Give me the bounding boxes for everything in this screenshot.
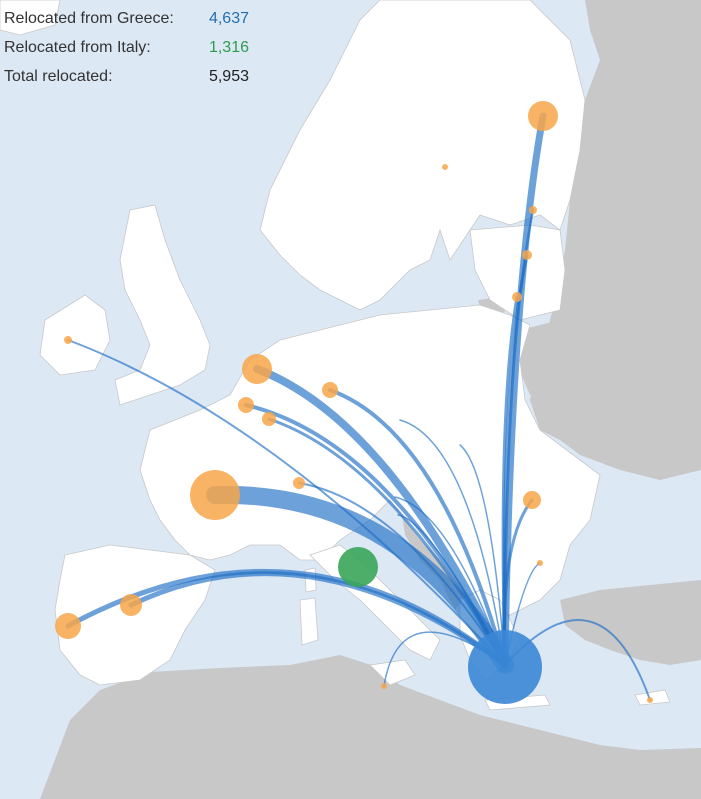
bubble-portugal[interactable] [55,613,81,639]
bubble-netherlands[interactable] [242,354,272,384]
sicily [369,659,416,686]
bubble-germany[interactable] [322,382,338,398]
sardinia [299,597,319,646]
italy-value: 1,316 [208,39,249,56]
greece-value: 4,637 [208,10,249,27]
flow-croatia [394,496,506,666]
norway-patch [665,0,701,30]
bubble-finland[interactable] [528,101,558,131]
bubble-france[interactable] [190,470,240,520]
flow-germany [328,388,507,667]
flow-spain [128,571,508,668]
bubble-estonia[interactable] [529,206,537,214]
bubble-malta[interactable] [381,683,387,689]
legend: Relocated from Greece: 4,637 Relocated f… [4,4,249,91]
flow-lithuania [501,295,519,667]
bubble-ireland[interactable] [64,336,72,344]
legend-row-italy: Relocated from Italy: 1,316 [4,33,249,62]
legend-row-total: Total relocated: 5,953 [4,62,249,91]
bubble-bulgaria[interactable] [537,560,543,566]
flow-czech [399,419,506,666]
greece-hub-bubble[interactable] [468,630,542,704]
flow-netherlands [253,365,509,669]
flow-luxembourg [267,417,507,667]
bubble-romania[interactable] [523,491,541,509]
baltics [469,224,566,321]
iceland-edge [0,0,61,36]
bubble-latvia[interactable] [522,250,532,260]
total-value: 5,953 [208,68,249,85]
legend-row-greece: Relocated from Greece: 4,637 [4,4,249,33]
bubble-cyprus[interactable] [647,697,653,703]
bubble-belgium[interactable] [238,397,254,413]
bubble-lithuania[interactable] [512,292,522,302]
bubble-sweden[interactable] [442,164,448,170]
flow-lines [65,112,651,701]
italy-label: Relocated from Italy: [4,39,151,56]
bubble-spain[interactable] [120,594,142,616]
africa-land [40,655,701,799]
greece-label: Relocated from Greece: [4,10,174,27]
flow-slovakia [459,444,506,666]
total-label: Total relocated: [4,68,113,85]
italy-hub-bubble[interactable] [338,547,378,587]
flow-slovenia [397,514,506,666]
turkey-land [560,580,701,665]
belarus-gray [515,320,585,400]
flow-ireland [67,339,506,666]
great-britain [114,204,211,406]
destination-bubbles [55,101,653,703]
mainland-europe [139,304,601,626]
bubble-luxembourg[interactable] [262,412,276,426]
flow-switzerland [298,482,506,666]
bubble-switzerland[interactable] [293,477,305,489]
cyprus [634,689,671,706]
